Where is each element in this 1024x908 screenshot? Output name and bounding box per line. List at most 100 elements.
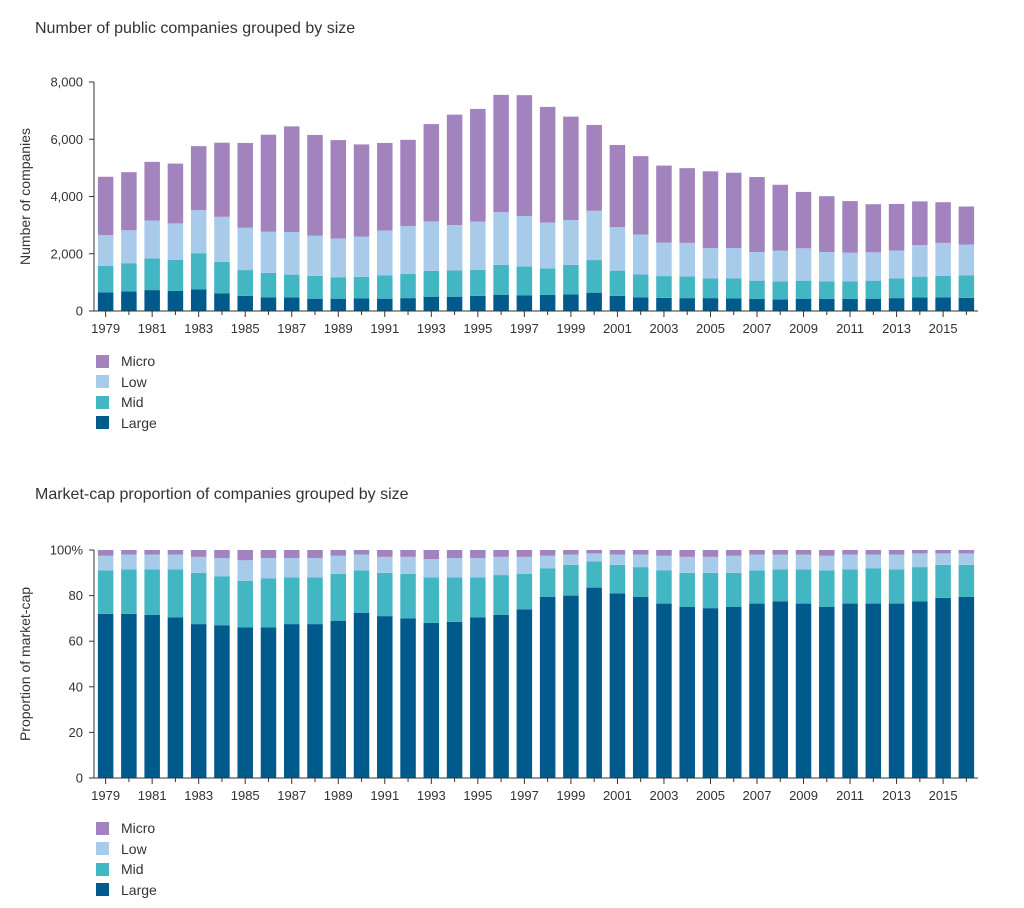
- chart1-bar-mid-2015: [935, 275, 951, 298]
- chart2-bar-large-2010: [819, 607, 835, 778]
- legend-swatch-low: [96, 842, 109, 856]
- legend-label-micro: Micro: [121, 353, 156, 370]
- chart2-bar-mid-1993: [423, 577, 440, 623]
- chart2-bar-low-1993: [423, 559, 440, 578]
- chart2-bar-mid-1992: [400, 573, 416, 619]
- chart2-bar-micro-1980: [121, 550, 137, 555]
- chart1-bar-micro-1992: [400, 139, 416, 226]
- chart2-ytick-label: 100%: [50, 543, 84, 558]
- chart1-xtick-label: 1985: [231, 321, 260, 336]
- chart2-xtick-label: 2015: [929, 788, 958, 803]
- chart1-bar-low-1983: [190, 210, 207, 254]
- chart2-bar-micro-2010: [819, 550, 835, 556]
- chart2-xtick-label: 1979: [91, 788, 120, 803]
- chart2-bar-micro-1982: [167, 550, 184, 555]
- chart2-bar-low-1983: [190, 556, 207, 573]
- chart2-bar-low-1995: [470, 557, 486, 578]
- chart2-bar-micro-2014: [912, 550, 928, 554]
- chart2-bar-micro-2009: [795, 550, 812, 555]
- chart2-bar-micro-1995: [470, 550, 486, 558]
- chart1-bar-large-1981: [144, 290, 160, 311]
- chart2-bar-mid-1988: [307, 577, 323, 625]
- legend-label-large: Large: [121, 414, 157, 431]
- chart1-bar-large-1983: [190, 289, 207, 311]
- chart1-bar-mid-2016: [958, 275, 975, 298]
- chart2-bar-large-1997: [516, 609, 533, 778]
- chart2-bar-large-1980: [121, 613, 137, 778]
- legend-swatch-micro: [96, 354, 109, 368]
- chart1-ytick-label: 4,000: [50, 189, 83, 204]
- chart2-bar-mid-1990: [353, 570, 370, 613]
- chart1-bar-micro-1989: [330, 140, 347, 239]
- chart2-bar-micro-1984: [214, 550, 230, 558]
- chart2-bar-micro-2008: [772, 550, 789, 555]
- chart1-bar-micro-2011: [842, 201, 858, 253]
- chart2-ytick-label: 0: [76, 771, 83, 786]
- chart2-bar-micro-1979: [97, 550, 114, 556]
- chart1-bar-low-2004: [679, 242, 695, 277]
- legend-item-mid: Mid: [96, 859, 157, 880]
- chart2-bar-low-2012: [865, 554, 882, 569]
- chart1-bar-low-2016: [958, 244, 975, 276]
- chart1-bar-micro-1987: [283, 126, 300, 232]
- chart1-bar-micro-1986: [260, 134, 277, 232]
- chart1-bar-large-1993: [423, 296, 440, 311]
- chart1-xtick-label: 2015: [929, 321, 958, 336]
- chart1-xtick-label: 1995: [463, 321, 492, 336]
- chart2-bar-mid-1999: [563, 564, 579, 596]
- chart1-bar-mid-2006: [725, 278, 742, 299]
- chart2-bar-large-1988: [307, 624, 323, 778]
- chart2-bar-mid-2013: [888, 569, 905, 604]
- chart1-ytick-label: 2,000: [50, 246, 83, 261]
- chart2-bar-mid-2014: [912, 567, 928, 602]
- chart1-bar-mid-1994: [446, 270, 463, 297]
- chart1-bar-micro-1984: [214, 142, 230, 217]
- chart2-bar-mid-1991: [377, 572, 393, 617]
- chart2-bar-micro-2016: [958, 550, 975, 554]
- chart1-xtick-label: 2003: [649, 321, 678, 336]
- chart1-bar-micro-2006: [725, 172, 742, 249]
- chart2-bar-micro-2006: [725, 550, 742, 556]
- legend-swatch-mid: [96, 395, 109, 409]
- chart1-xtick-label: 1987: [277, 321, 306, 336]
- chart1-bar-mid-2014: [912, 276, 928, 298]
- chart1-bar-low-2011: [842, 252, 858, 282]
- chart1-bar-low-2000: [586, 210, 602, 261]
- chart2-xtick-label: 1999: [556, 788, 585, 803]
- chart2-bar-micro-2015: [935, 550, 951, 554]
- chart2-bar-low-1991: [377, 556, 393, 573]
- chart2-xtick-label: 1985: [231, 788, 260, 803]
- chart1-bar-low-1992: [400, 225, 416, 274]
- chart2-bar-mid-2004: [679, 572, 695, 607]
- chart2-bar-micro-1987: [283, 550, 300, 558]
- chart1-bar-large-2005: [702, 298, 719, 311]
- chart2-bar-low-1994: [446, 557, 463, 578]
- chart2-bar-micro-1993: [423, 550, 440, 560]
- chart1-xtick-label: 1991: [370, 321, 399, 336]
- chart2-bar-low-1985: [237, 560, 253, 581]
- chart1-bar-micro-2002: [632, 156, 649, 235]
- chart2-bar-micro-2004: [679, 550, 695, 557]
- chart2-bar-large-2016: [958, 596, 975, 778]
- legend-item-large: Large: [96, 880, 157, 901]
- chart1-bar-low-2006: [725, 248, 742, 279]
- chart2-bar-mid-1997: [516, 573, 533, 610]
- chart2-bar-low-2011: [842, 554, 858, 570]
- chart2-bar-large-2011: [842, 603, 858, 778]
- chart2-bar-low-2009: [795, 554, 812, 570]
- chart1-bar-low-2015: [935, 242, 951, 276]
- chart1-ytick-label: 8,000: [50, 75, 83, 90]
- chart2-bar-micro-1988: [307, 550, 323, 558]
- chart2-xtick-label: 1997: [510, 788, 539, 803]
- chart1-bar-micro-1993: [423, 124, 440, 222]
- chart1-bar-large-2003: [656, 297, 672, 311]
- chart1-bar-large-2012: [865, 298, 882, 311]
- chart1-bar-mid-1997: [516, 266, 533, 296]
- chart1-bar-large-2008: [772, 299, 789, 311]
- chart2-bar-large-1992: [400, 618, 416, 778]
- chart2-bar-large-2012: [865, 603, 882, 778]
- chart2-xtick-label: 2003: [649, 788, 678, 803]
- chart1-bar-mid-1981: [144, 258, 160, 291]
- chart2-bar-micro-1998: [539, 550, 556, 556]
- chart2-bar-large-1985: [237, 627, 253, 778]
